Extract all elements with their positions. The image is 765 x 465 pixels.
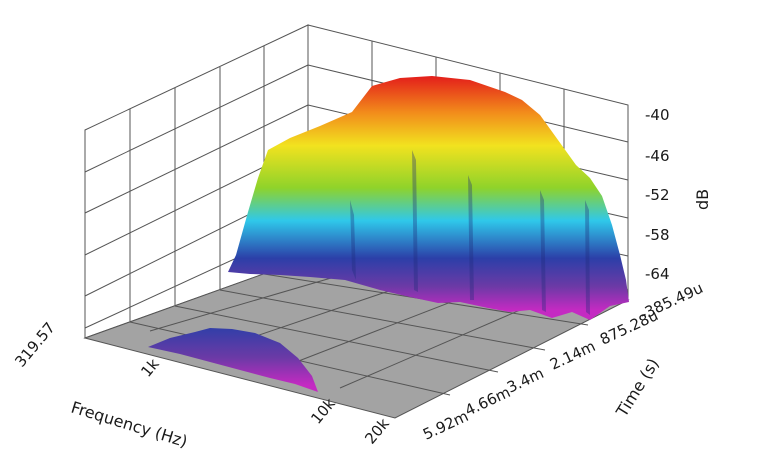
z-tick: -58 xyxy=(645,226,670,244)
z-tick: -64 xyxy=(645,265,670,283)
y-tick: 5.92m xyxy=(420,407,471,444)
y-tick: 3.4m xyxy=(504,364,546,397)
z-tick: -46 xyxy=(645,147,670,165)
y-tick: 875.28u xyxy=(597,306,661,349)
surface-streaks xyxy=(350,150,590,315)
surface-main-lobe xyxy=(228,76,629,320)
y-tick: 2.14m xyxy=(547,337,598,374)
x-axis-title: Frequency (Hz) xyxy=(69,398,190,451)
surface-secondary-lobe xyxy=(148,328,318,392)
z-axis-title: dB xyxy=(693,189,712,210)
z-tick: -40 xyxy=(645,106,670,124)
x-tick: 20k xyxy=(361,414,393,447)
y-axis-title: Time (s) xyxy=(612,355,663,421)
x-tick: 1k xyxy=(137,355,163,381)
z-axis-ticks: -40 -46 -52 -58 -64 xyxy=(645,106,670,283)
z-tick: -52 xyxy=(645,186,670,204)
x-tick: 319.57 xyxy=(11,319,59,371)
y-tick: 4.66m xyxy=(462,383,513,420)
